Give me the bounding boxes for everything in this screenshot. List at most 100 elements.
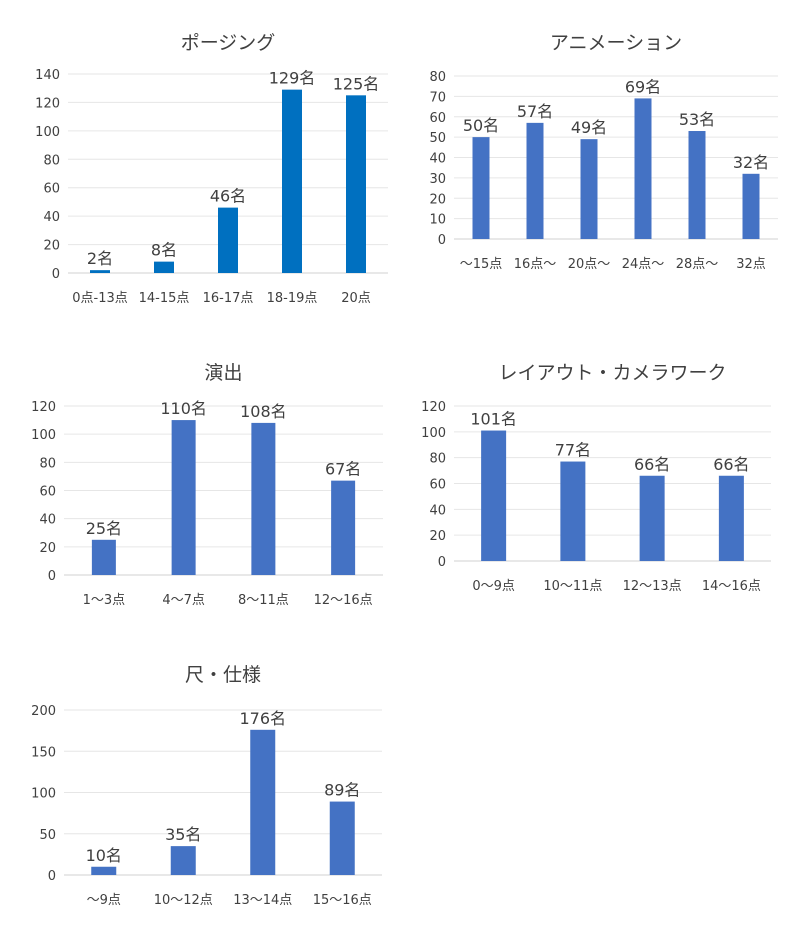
bar xyxy=(472,137,490,239)
chart-plot: 0 20 40 60 80 100 120 101名 0〜9点 77名 10〜11点 66名 12〜13… xyxy=(421,400,771,594)
data-label: 108名 xyxy=(240,402,287,421)
y-tick-label: 100 xyxy=(31,428,56,443)
y-tick-label: 50 xyxy=(429,131,446,146)
chart-plot: 0 10 20 30 40 50 60 70 80 50名〜15点 57名 16点〜 49名 20点〜 69… xyxy=(429,70,778,272)
data-label: 8名 xyxy=(151,241,177,260)
data-label: 46名 xyxy=(210,187,246,206)
x-tick-label: 15〜16点 xyxy=(313,893,372,908)
bar xyxy=(688,131,706,239)
y-tick-label: 50 xyxy=(39,828,56,843)
bar xyxy=(742,173,760,239)
bar xyxy=(526,122,544,239)
x-tick-label: 13〜14点 xyxy=(233,893,292,908)
y-tick-label: 80 xyxy=(43,153,60,168)
bar xyxy=(282,89,302,273)
x-tick-label: 10〜11点 xyxy=(543,579,602,594)
y-tick-label: 10 xyxy=(429,213,446,228)
y-tick-label: 60 xyxy=(429,111,446,126)
data-label: 110名 xyxy=(160,399,207,418)
y-tick-label: 40 xyxy=(43,210,60,225)
y-tick-label: 0 xyxy=(52,267,60,282)
chart-layout-camerawork: レイアウト・カメラワーク 0 20 40 60 80 100 120 101名 0〜9点 77名 1… xyxy=(410,354,780,604)
y-tick-label: 20 xyxy=(429,529,446,544)
x-tick-label: 10〜12点 xyxy=(154,893,213,908)
bar xyxy=(91,866,117,875)
chart-direction: 演出 0 20 40 60 80 100 120 25名 1〜3点 110名 4〜7点 108名 8〜1… xyxy=(20,354,390,616)
chart-title: 演出 xyxy=(204,362,243,384)
y-tick-label: 80 xyxy=(39,456,56,471)
data-label: 125名 xyxy=(333,74,380,93)
y-tick-label: 70 xyxy=(429,90,446,105)
x-tick-label: 4〜7点 xyxy=(162,593,205,608)
chart-plot: 0 20 40 60 80 100 120 140 2名 0点-13点 8名 14-15点 46名 16-… xyxy=(35,68,388,306)
bar xyxy=(170,846,196,875)
data-label: 66名 xyxy=(634,455,670,474)
y-tick-label: 140 xyxy=(35,68,60,83)
bar xyxy=(481,430,507,561)
chart-title: アニメーション xyxy=(549,32,683,54)
x-tick-label: 16点〜 xyxy=(514,257,557,272)
y-tick-label: 0 xyxy=(438,233,446,248)
bar xyxy=(718,475,744,561)
y-tick-label: 30 xyxy=(429,172,446,187)
y-tick-label: 80 xyxy=(429,452,446,467)
y-tick-label: 0 xyxy=(48,869,56,884)
y-tick-label: 20 xyxy=(43,239,60,254)
bar xyxy=(580,139,598,239)
bar xyxy=(639,475,665,561)
x-tick-label: 20点〜 xyxy=(568,257,611,272)
y-tick-label: 0 xyxy=(438,555,446,570)
chart-title: レイアウト・カメラワーク xyxy=(498,362,727,384)
y-tick-label: 80 xyxy=(429,70,446,85)
data-label: 77名 xyxy=(555,441,591,460)
y-tick-label: 100 xyxy=(35,125,60,140)
data-label: 129名 xyxy=(269,69,316,88)
x-tick-label: 14〜16点 xyxy=(702,579,761,594)
data-label: 35名 xyxy=(165,825,201,844)
x-tick-label: 8〜11点 xyxy=(238,593,289,608)
x-tick-label: 0点-13点 xyxy=(72,291,128,306)
x-tick-label: 12〜13点 xyxy=(623,579,682,594)
bar xyxy=(154,261,174,273)
data-label: 32名 xyxy=(733,153,769,172)
chart-posing: ポージング 0 20 40 60 80 100 120 140 2名 0点-13点 8名 14-15点… xyxy=(20,24,390,314)
bar xyxy=(171,420,196,575)
x-tick-label: 16-17点 xyxy=(203,291,254,306)
bar xyxy=(329,801,355,875)
y-tick-label: 60 xyxy=(39,485,56,500)
y-tick-label: 60 xyxy=(429,478,446,493)
data-label: 66名 xyxy=(713,455,749,474)
x-tick-label: 20点 xyxy=(341,291,371,306)
bar xyxy=(331,480,356,575)
x-tick-label: 〜9点 xyxy=(87,893,121,908)
y-tick-label: 150 xyxy=(31,745,56,760)
y-tick-label: 100 xyxy=(421,426,446,441)
data-label: 89名 xyxy=(324,781,360,800)
data-label: 176名 xyxy=(239,709,286,728)
data-label: 10名 xyxy=(86,846,122,865)
y-tick-label: 40 xyxy=(429,503,446,518)
chart-plot: 0 20 40 60 80 100 120 25名 1〜3点 110名 4〜7点 108名 8〜11点 6… xyxy=(31,399,383,608)
y-tick-label: 120 xyxy=(35,96,60,111)
bar xyxy=(250,729,276,875)
y-tick-label: 60 xyxy=(43,182,60,197)
x-tick-label: 12〜16点 xyxy=(314,593,373,608)
x-tick-label: 〜15点 xyxy=(460,257,503,272)
y-tick-label: 40 xyxy=(39,513,56,528)
x-tick-label: 1〜3点 xyxy=(83,593,126,608)
chart-plot: 0 50 100 150 200 10名〜9点 35名 10〜12点 176名 13〜14点 89名… xyxy=(31,704,382,908)
x-tick-label: 18-19点 xyxy=(267,291,318,306)
data-label: 25名 xyxy=(86,519,122,538)
x-tick-label: 28点〜 xyxy=(676,257,719,272)
data-label: 53名 xyxy=(679,110,715,129)
x-tick-label: 14-15点 xyxy=(139,291,190,306)
y-tick-label: 20 xyxy=(429,192,446,207)
data-label: 101名 xyxy=(470,410,517,429)
x-tick-label: 24点〜 xyxy=(622,257,665,272)
bar xyxy=(90,270,110,273)
data-label: 50名 xyxy=(463,116,499,135)
y-tick-label: 120 xyxy=(31,400,56,415)
y-tick-label: 20 xyxy=(39,541,56,556)
chart-title: 尺・仕様 xyxy=(184,664,261,686)
y-tick-label: 100 xyxy=(31,787,56,802)
